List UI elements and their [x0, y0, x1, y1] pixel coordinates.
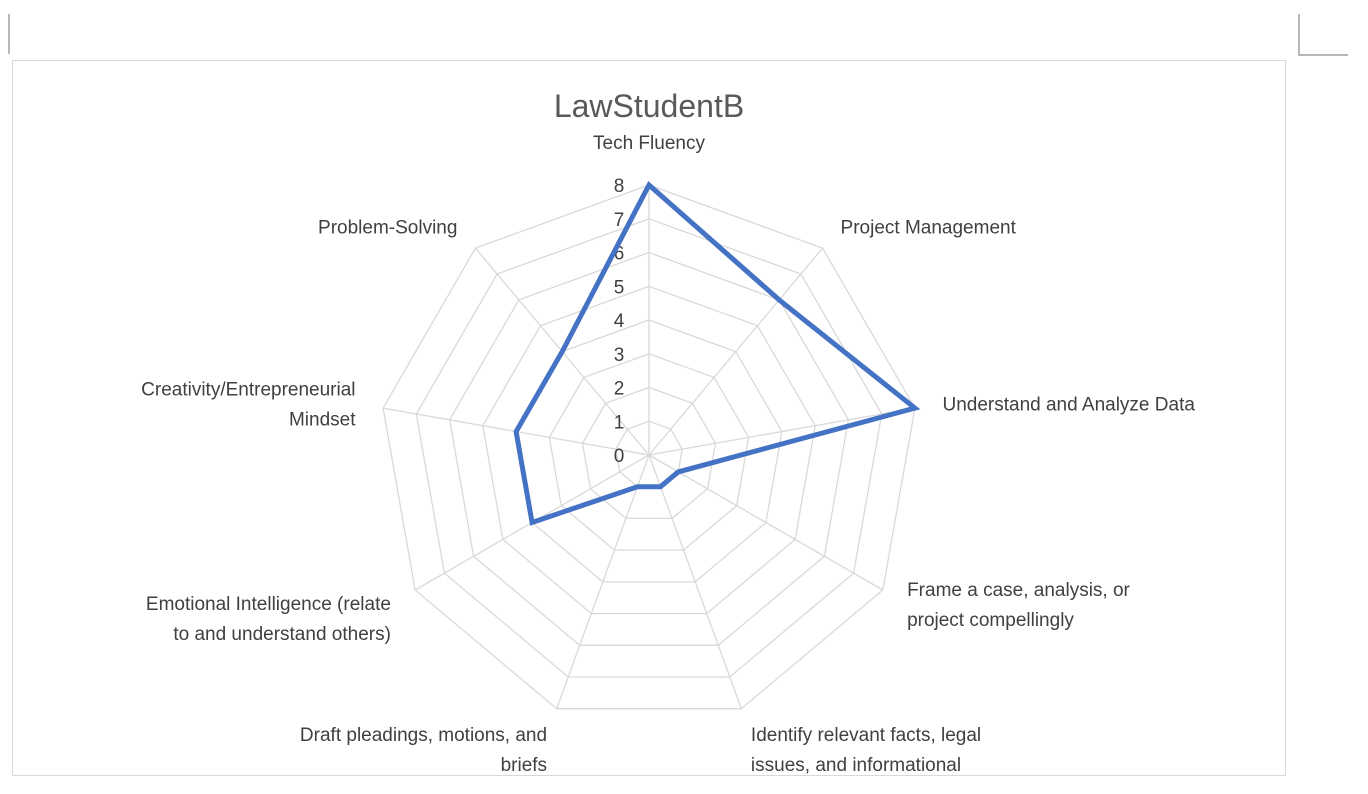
axis-labels: Tech Fluency Project Management Understand… — [141, 133, 1195, 775]
axis-label: Creativity/Entrepreneurial Mindset — [141, 379, 356, 430]
spoke-line — [648, 407, 916, 456]
tick-label: 4 — [614, 311, 625, 332]
tick-label: 3 — [614, 345, 625, 366]
grid-ring-8 — [382, 184, 916, 710]
page-corner-mark-right — [1298, 14, 1348, 56]
chart-frame[interactable]: LawStudentB 0 1 2 3 4 5 6 7 8 Tech Fluency Projec… — [12, 60, 1286, 776]
grid-ring-5 — [482, 285, 816, 615]
axis-label: Understand and Analyze Data — [942, 394, 1195, 415]
spoke-line — [648, 454, 742, 709]
grid-ring-2 — [581, 386, 717, 520]
axis-label: Frame a case, analysis, or project compel… — [907, 580, 1130, 631]
axis-label: Identify relevant facts, legal issues, an… — [751, 725, 981, 775]
axis-label: Problem-Solving — [318, 218, 457, 239]
chart-title: LawStudentB — [554, 88, 744, 124]
grid-layer — [382, 184, 916, 710]
series-layer — [513, 181, 921, 526]
tick-label: 0 — [614, 446, 625, 467]
series-line-0[interactable] — [513, 181, 921, 526]
tick-label: 2 — [614, 379, 625, 400]
tick-labels: 0 1 2 3 4 5 6 7 8 — [614, 176, 625, 467]
grid-ring-7 — [415, 218, 883, 678]
axis-label: Emotional Intelligence (relate to and und… — [146, 594, 391, 645]
axis-label: Tech Fluency — [593, 133, 705, 154]
spoke-line — [648, 247, 824, 456]
axis-label: Project Management — [841, 218, 1017, 239]
tick-label: 1 — [614, 412, 625, 433]
spoke-line — [648, 454, 884, 591]
tick-label: 7 — [614, 210, 625, 231]
tick-label: 5 — [614, 277, 625, 298]
tick-label: 8 — [614, 176, 625, 197]
tick-label: 6 — [614, 244, 625, 265]
radar-chart: LawStudentB 0 1 2 3 4 5 6 7 8 Tech Fluency Projec… — [141, 88, 1195, 775]
axis-label: Draft pleadings, motions, and briefs — [300, 725, 547, 775]
grid-ring-6 — [448, 251, 850, 646]
spoke-line — [556, 454, 650, 709]
grid-ring-3 — [548, 353, 750, 551]
page-corner-mark-left — [8, 14, 10, 54]
